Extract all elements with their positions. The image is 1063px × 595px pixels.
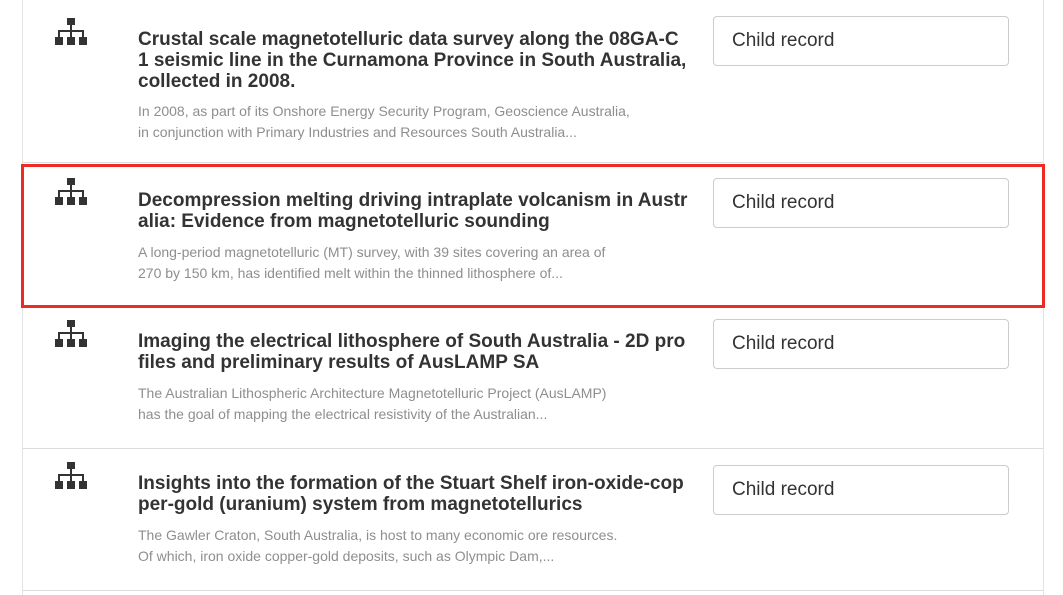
record-title[interactable]: Insights into the formation of the Stuar… xyxy=(138,473,684,515)
list-item: Insights into the formation of the Stuar… xyxy=(23,449,1043,591)
record-list: Crustal scale magnetotelluric data surve… xyxy=(21,0,1045,595)
record-title[interactable]: Crustal scale magnetotelluric data surve… xyxy=(138,29,687,92)
hierarchy-icon xyxy=(55,462,87,489)
record-title[interactable]: Decompression melting driving intraplate… xyxy=(138,190,688,232)
child-record-button[interactable]: Child record xyxy=(713,465,1009,515)
child-record-button[interactable]: Child record xyxy=(713,16,1009,66)
list-item: Decompression melting driving intraplate… xyxy=(21,164,1045,308)
record-description: A long-period magnetotelluric (MT) surve… xyxy=(138,244,606,281)
list-item: Imaging the electrical lithosphere of So… xyxy=(23,306,1043,449)
child-record-button[interactable]: Child record xyxy=(713,178,1009,228)
child-record-button[interactable]: Child record xyxy=(713,319,1009,369)
hierarchy-icon xyxy=(55,320,87,347)
list-item: Crustal scale magnetotelluric data surve… xyxy=(23,0,1043,163)
record-title[interactable]: Imaging the electrical lithosphere of So… xyxy=(138,331,686,373)
record-description: The Gawler Craton, South Australia, is h… xyxy=(138,527,618,564)
hierarchy-icon xyxy=(55,178,87,205)
record-description: The Australian Lithospheric Architecture… xyxy=(138,385,607,422)
record-description: In 2008, as part of its Onshore Energy S… xyxy=(138,103,630,140)
hierarchy-icon xyxy=(55,18,87,45)
